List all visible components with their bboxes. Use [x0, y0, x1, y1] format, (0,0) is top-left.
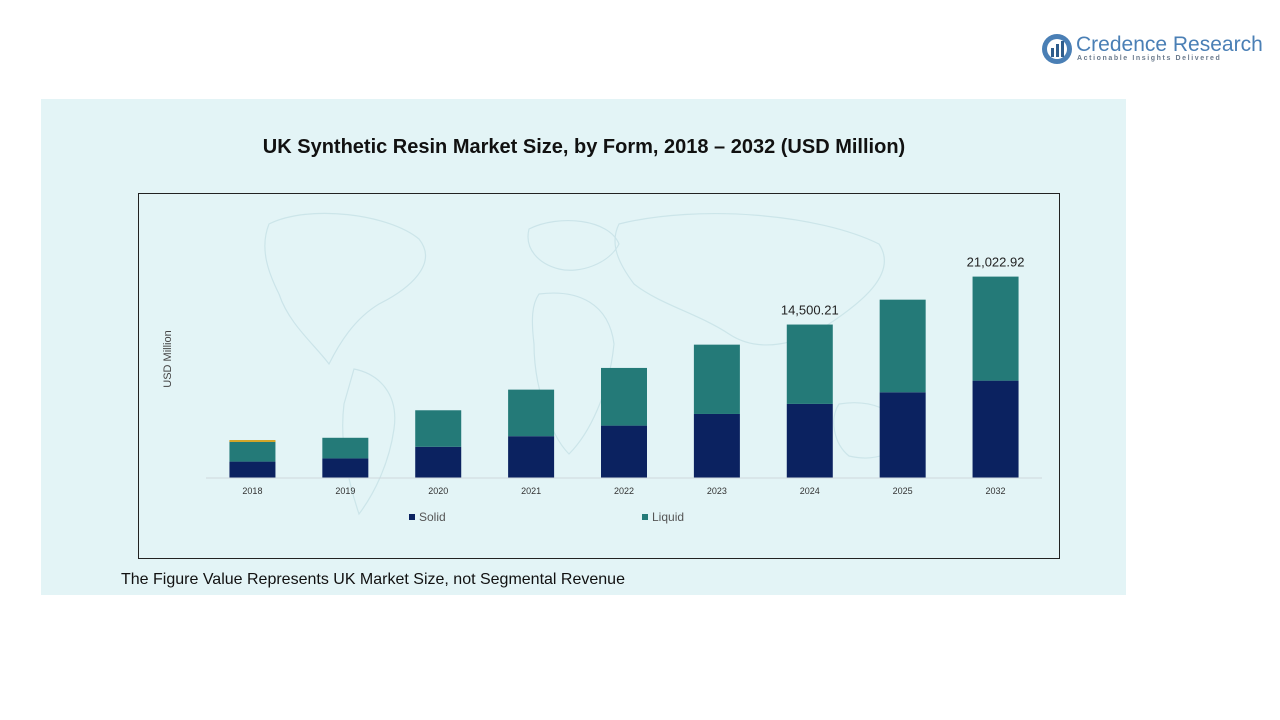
x-tick-label-2020: 2020: [428, 486, 448, 496]
x-tick-label-2019: 2019: [335, 486, 355, 496]
bar-liquid-2022: [601, 367, 647, 426]
chart-svg: 2018 2019 2020 2021 2022 2023 2024 2025 2032 14,…: [162, 212, 1042, 524]
brand-name: Credence Research: [1076, 33, 1263, 56]
legend-label-solid: Solid: [419, 510, 446, 524]
x-tick-label-2024: 2024: [800, 486, 820, 496]
bar-liquid-2018: [229, 440, 276, 462]
bar-solid-2032: [972, 380, 1019, 478]
bar-solid-2023: [693, 413, 740, 478]
bar-solid-2024: [786, 403, 833, 478]
bar-liquid-2019: [322, 437, 369, 459]
x-tick-labels: 2018 2019 2020 2021 2022 2023 2024 2025 2032: [242, 486, 1005, 496]
bars-group: [229, 276, 1019, 478]
footnote: The Figure Value Represents UK Market Si…: [121, 571, 625, 588]
x-tick-label-2018: 2018: [242, 486, 262, 496]
legend-swatch-liquid: [642, 514, 648, 520]
bar-liquid-2021: [508, 389, 555, 437]
credence-logo-icon: [1042, 34, 1072, 64]
chart-frame: 2018 2019 2020 2021 2022 2023 2024 2025 2032 14,…: [138, 193, 1060, 559]
bar-solid-2022: [601, 425, 647, 478]
bar-solid-2019: [322, 458, 369, 478]
bar-liquid-2023: [693, 344, 740, 414]
bar-liquid-2032: [972, 276, 1019, 381]
bar-liquid-2024: [786, 324, 833, 404]
x-tick-label-2022: 2022: [614, 486, 634, 496]
data-labels: 14,500.21 21,022.92: [781, 255, 1025, 318]
x-tick-label-2023: 2023: [707, 486, 727, 496]
legend: Solid Liquid: [409, 510, 684, 524]
x-tick-label-2025: 2025: [893, 486, 913, 496]
bar-liquid-2020: [415, 410, 462, 447]
bar-solid-2018: [229, 461, 276, 478]
bar-liquid-2025: [879, 299, 926, 393]
x-tick-label-2032: 2032: [986, 486, 1006, 496]
bar-solid-2020: [415, 446, 462, 478]
y-axis-label: USD Million: [162, 330, 174, 387]
bar-solid-2021: [508, 436, 555, 478]
data-label-2024: 14,500.21: [781, 303, 839, 318]
brand-logo: Credence Research Actionable Insights De…: [1040, 30, 1263, 70]
x-tick-label-2021: 2021: [521, 486, 541, 496]
chart-title: UK Synthetic Resin Market Size, by Form,…: [262, 136, 906, 158]
legend-label-liquid: Liquid: [652, 510, 684, 524]
bar-solid-2025: [879, 392, 926, 478]
legend-swatch-solid: [409, 514, 415, 520]
data-label-2032: 21,022.92: [967, 255, 1025, 270]
brand-tagline: Actionable Insights Delivered: [1077, 55, 1222, 62]
